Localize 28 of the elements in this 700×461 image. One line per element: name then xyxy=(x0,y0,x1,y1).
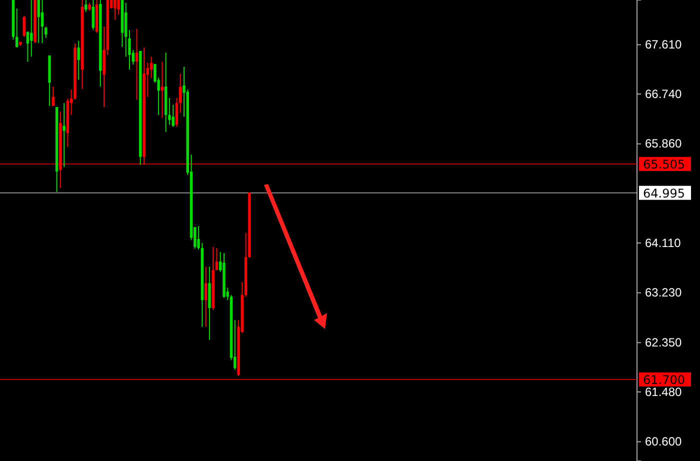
candlestick xyxy=(179,73,182,114)
candlestick xyxy=(52,86,55,106)
ref-line-label: 61.700 xyxy=(643,372,685,387)
y-tick-label: 66.740 xyxy=(645,86,682,101)
candlestick xyxy=(160,61,164,118)
y-tick-label: 60.600 xyxy=(645,434,682,449)
candlestick xyxy=(215,248,218,271)
candlestick xyxy=(26,31,30,62)
candlestick xyxy=(114,0,116,20)
candlestick xyxy=(62,102,66,168)
ref-line-label: 65.505 xyxy=(643,157,685,172)
ref-line-label: 64.995 xyxy=(643,186,685,200)
candlestick xyxy=(15,8,18,48)
candlestick xyxy=(40,0,44,44)
candlestick xyxy=(175,97,178,128)
y-tick-label: 64.110 xyxy=(645,236,682,250)
y-tick-label: 62.350 xyxy=(645,335,682,350)
candlestick xyxy=(135,28,138,100)
y-tick-label: 63.230 xyxy=(645,286,682,300)
candlestick xyxy=(77,40,80,80)
candlestick xyxy=(22,15,26,38)
candlestick xyxy=(30,0,33,58)
y-tick-label: 61.480 xyxy=(645,384,682,399)
candlestick xyxy=(204,266,208,328)
y-tick-label: 67.610 xyxy=(645,38,682,52)
y-tick-label: 65.860 xyxy=(645,136,682,151)
candlestick xyxy=(92,0,95,31)
candlestick xyxy=(37,0,40,44)
